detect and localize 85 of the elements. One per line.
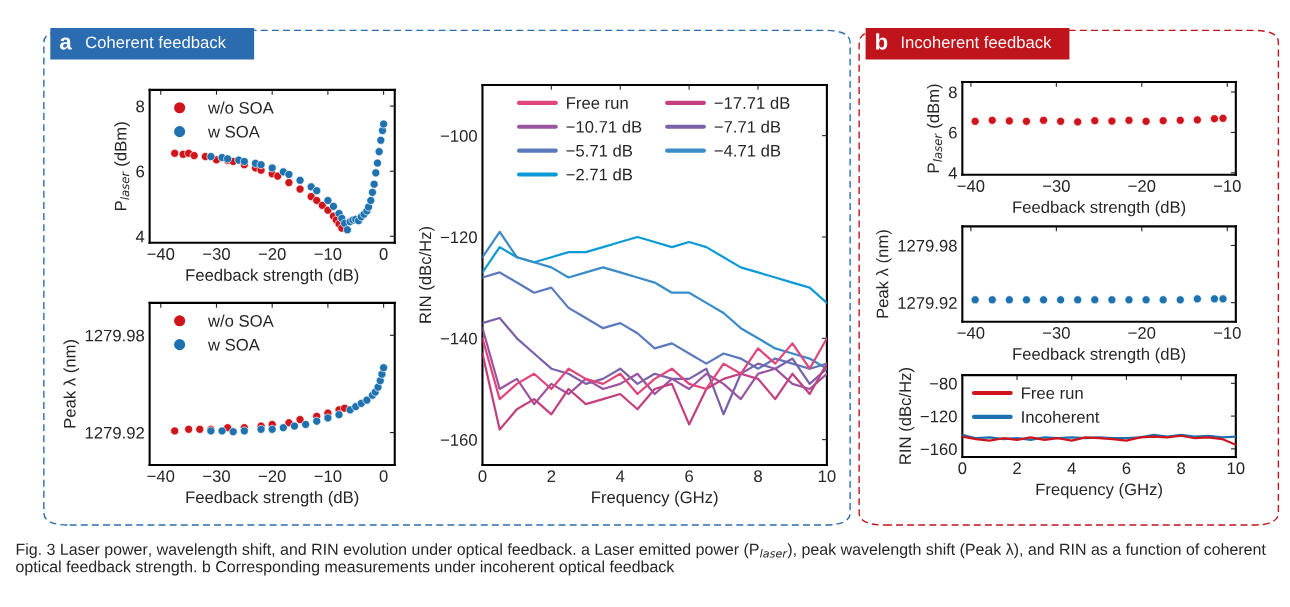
x-tick-label: 6 [685,470,694,483]
x-tick-label: 8 [1177,462,1186,475]
line-series [482,271,827,370]
x-tick-label: 4 [1067,462,1076,475]
y-tick-label: −160 [920,443,957,456]
text: Fig. 3 Laser power, wavelength shift, and RIN evolution under optical feedback. a Laser emitted power (P$_{laser}$), peak wavelength shift (Peak λ), and RIN as a function of coherent optical feedback strength. b Corresponding measurements under incoherent optical feedback [16,543,1266,576]
text: b [876,33,888,50]
y-axis-title: Peak λ (nm) [876,230,892,318]
line-series [962,434,1236,446]
x-tick-label: −40 [957,180,985,192]
x-tick-label: −20 [258,470,286,483]
legend-label: −5.71 dB [566,144,633,157]
line-series [482,327,827,406]
x-tick-label: −40 [957,327,985,339]
y-tick-label: 8 [948,86,957,99]
y-tick-label: 6 [949,126,957,139]
x-tick-label: −40 [147,470,175,483]
y-tick-label: 8 [136,100,145,113]
y-tick-label: 1279.98 [85,329,145,342]
y-axis-title: P$_{laser}$ (dBm) [114,122,130,211]
x-tick-label: −10 [1213,327,1241,339]
y-tick-label: −100 [440,130,477,142]
legend-label: w SOA [207,125,260,138]
y-axis-title: RIN (dBc/Hz) [898,368,915,464]
legend-label: w/o SOA [207,314,274,327]
legend-label: Free run [1022,387,1083,400]
line-series [482,230,827,370]
legend-label: −17.71 dB [714,96,790,109]
line-series [482,235,827,304]
x-axis-title: Frequency (GHz) [1036,483,1162,499]
legend-label: −2.71 dB [566,168,633,181]
y-axis-title: Peak λ (nm) [63,340,79,428]
x-tick-label: 0 [958,462,967,475]
y-tick-label: 6 [136,165,145,178]
y-tick-label: −120 [440,231,477,244]
y-tick-label: 4 [948,167,957,179]
y-axis-title: RIN (dBc/Hz) [418,226,435,323]
x-tick-label: −20 [1128,180,1156,192]
x-tick-label: −10 [1213,180,1241,192]
x-tick-label: −30 [1043,327,1070,339]
legend-label: w SOA [207,338,260,351]
text: Coherent feedback [85,35,226,49]
x-axis-title: Feedback strength (dB) [186,268,359,285]
legend-label: w/o SOA [207,101,274,114]
legend-label: −4.71 dB [714,144,781,157]
text: a [59,37,72,50]
x-axis-title: Feedback strength (dB) [1013,347,1186,364]
x-tick-label: 2 [1013,462,1021,475]
x-tick-label: −30 [203,248,230,260]
x-tick-label: −40 [147,248,175,260]
y-tick-label: 4 [135,230,145,243]
legend-label: −7.71 dB [714,120,781,133]
x-tick-label: 0 [379,470,388,483]
x-tick-label: −10 [314,470,342,483]
x-tick-label: −30 [203,470,230,483]
line-series [482,352,827,431]
text: Incoherent feedback [901,35,1052,49]
x-tick-label: −20 [1128,327,1156,339]
x-tick-label: 6 [1122,462,1131,475]
y-tick-label: 1279.98 [898,239,957,252]
x-tick-label: −20 [258,248,286,260]
x-tick-label: 10 [818,470,836,483]
x-tick-label: 10 [1227,462,1245,475]
x-axis-title: Feedback strength (dB) [1013,200,1186,217]
legend-label: Free run [567,97,628,109]
x-tick-label: −10 [314,248,342,260]
x-axis-title: Feedback strength (dB) [186,490,359,507]
x-tick-label: 0 [478,470,487,483]
x-tick-label: 4 [615,470,625,482]
y-tick-label: 1279.92 [85,426,144,439]
x-tick-label: 2 [547,470,556,482]
legend-label: Incoherent [1022,410,1100,423]
y-tick-label: −140 [440,332,477,345]
y-tick-label: 1279.92 [898,297,957,309]
x-tick-label: 0 [379,248,388,260]
y-tick-label: −80 [930,377,957,390]
x-axis-title: Frequency (GHz) [592,490,718,507]
y-tick-label: −120 [920,410,957,423]
legend-label: −10.71 dB [566,120,642,133]
y-axis-title: P$_{laser}$ (dBm) [926,84,943,173]
line-series [482,316,827,416]
x-tick-label: 8 [754,470,762,483]
line-series [482,337,827,401]
x-tick-label: −30 [1043,180,1070,192]
y-tick-label: −160 [440,434,477,446]
